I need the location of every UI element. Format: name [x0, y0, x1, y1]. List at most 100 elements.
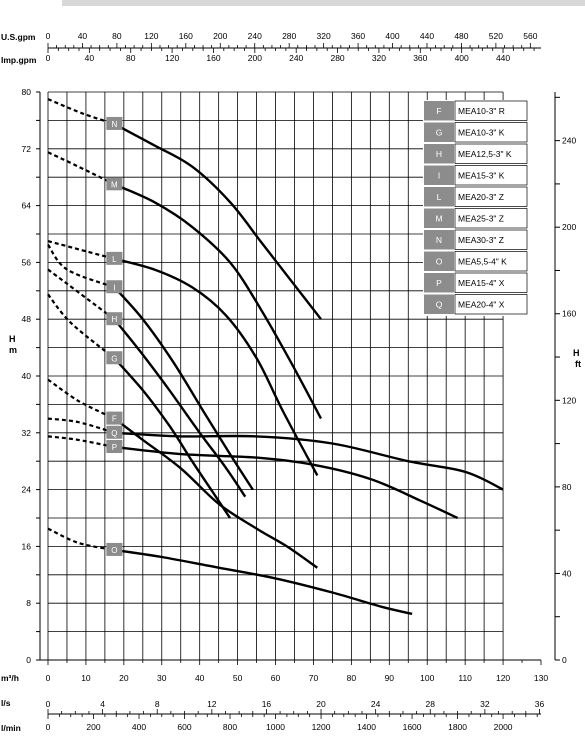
- x-tick-label-impgpm: 240: [289, 53, 303, 63]
- curve-marker-L: [106, 251, 123, 265]
- x-tick-label-usgpm: 520: [489, 31, 503, 41]
- right-tick-label: 160: [562, 309, 576, 319]
- curve-marker-label: M: [111, 180, 118, 189]
- x-tick-label-usgpm: 320: [317, 31, 331, 41]
- legend-code: O: [436, 257, 443, 267]
- legend-code-box: [424, 230, 454, 250]
- x-tick-label-impgpm: 120: [165, 53, 179, 63]
- x-tick-label-m3h: 90: [385, 673, 395, 683]
- x-tick-label-ls: 16: [262, 699, 272, 709]
- x-tick-label-impgpm: 160: [206, 53, 220, 63]
- curve-dashed-L: [47, 240, 115, 260]
- legend-entry: MEA10-3" K: [458, 128, 505, 138]
- x-tick-label-ls: 0: [46, 699, 51, 709]
- legend-code-box: [424, 273, 454, 293]
- x-tick-label-ls: 24: [371, 699, 381, 709]
- curve-marker-label: L: [112, 255, 117, 264]
- curve-marker-Q: [106, 425, 123, 439]
- legend-name-box: [454, 122, 528, 143]
- curve-marker-label: G: [111, 354, 117, 363]
- legend-code-box: [424, 208, 454, 228]
- legend-entry: MEA12,5-3" K: [458, 149, 512, 159]
- y-tick-label: 0: [26, 655, 31, 665]
- curve-dashed-G: [47, 293, 116, 360]
- legend-name-box: [454, 208, 528, 229]
- x-tick-label-impgpm: 320: [372, 53, 386, 63]
- x-tick-label-ls: 8: [155, 699, 160, 709]
- curve-marker-label: N: [111, 120, 117, 129]
- right-tick-label: 200: [562, 222, 576, 232]
- x-tick-label-usgpm: 0: [46, 31, 51, 41]
- legend-name-box: [454, 229, 528, 250]
- curve-marker-label: O: [111, 546, 117, 555]
- curve-H: [113, 318, 247, 498]
- x-tick-label-impgpm: 280: [330, 53, 344, 63]
- y-tick-label: 16: [22, 541, 32, 551]
- x-tick-label-impgpm: 40: [85, 53, 95, 63]
- legend-name-box: [454, 251, 528, 272]
- curve-marker-H: [106, 312, 123, 326]
- curve-marker-O: [106, 542, 123, 556]
- curve-marker-label: I: [113, 283, 115, 292]
- x-tick-label-usgpm: 120: [144, 31, 158, 41]
- curve-marker-F: [106, 411, 123, 425]
- x-axis-label-usgpm: U.S.gpm: [1, 32, 36, 42]
- y-tick-label: 32: [22, 428, 32, 438]
- legend-entry: MEA25-3" Z: [458, 214, 504, 224]
- right-axis-label-unit: ft: [575, 359, 581, 369]
- legend-code: H: [436, 149, 442, 159]
- curve-marker-label: Q: [111, 429, 117, 438]
- x-tick-label-m3h: 10: [81, 673, 91, 683]
- legend-entry: MEA20-3" Z: [458, 192, 504, 202]
- x-tick-label-impgpm: 200: [248, 53, 262, 63]
- legend-code: P: [436, 278, 442, 288]
- legend-code: N: [436, 235, 442, 245]
- legend-code: Q: [436, 300, 443, 310]
- legend-code-box: [424, 144, 454, 164]
- x-tick-label-ls: 4: [100, 699, 105, 709]
- x-tick-label-m3h: 110: [458, 673, 472, 683]
- x-tick-label-m3h: 100: [420, 673, 434, 683]
- x-tick-label-lmin: 2000: [494, 722, 513, 732]
- x-tick-label-usgpm: 40: [78, 31, 88, 41]
- y-tick-label: 64: [22, 201, 32, 211]
- curve-marker-label: P: [112, 443, 117, 452]
- curve-F: [113, 417, 318, 569]
- x-tick-label-lmin: 1600: [403, 722, 422, 732]
- legend-name-box: [454, 100, 528, 121]
- curve-dashed-M: [47, 151, 115, 186]
- x-axis-label-m3h: m³/h: [1, 673, 19, 683]
- curve-marker-label: F: [112, 415, 117, 424]
- x-axis-label-impgpm: Imp.gpm: [1, 55, 37, 65]
- curve-G: [113, 357, 232, 519]
- x-tick-label-lmin: 600: [177, 722, 191, 732]
- x-tick-label-m3h: 60: [271, 673, 281, 683]
- legend-name-box: [454, 186, 528, 207]
- x-tick-label-usgpm: 200: [213, 31, 227, 41]
- right-tick-label: 240: [562, 136, 576, 146]
- legend-code-box: [424, 165, 454, 185]
- curve-dashed-O: [47, 527, 115, 552]
- x-tick-label-m3h: 20: [119, 673, 129, 683]
- x-tick-label-lmin: 800: [223, 722, 237, 732]
- legend-code-box: [424, 122, 454, 142]
- curve-I: [113, 286, 254, 491]
- legend-name-box: [454, 272, 528, 293]
- y-tick-label: 48: [22, 314, 32, 324]
- curve-dashed-I: [47, 244, 115, 289]
- legend-entry: MEA5,5-4" K: [458, 257, 507, 267]
- x-tick-label-m3h: 130: [534, 673, 548, 683]
- curve-marker-P: [106, 440, 123, 453]
- curve-N: [113, 122, 322, 320]
- x-tick-label-usgpm: 480: [454, 31, 468, 41]
- x-tick-label-m3h: 120: [496, 673, 510, 683]
- legend-entry: MEA20-4" X: [458, 300, 505, 310]
- x-axis-label-lmin: l/min: [1, 723, 21, 733]
- legend-code-box: [424, 101, 454, 121]
- x-tick-label-ls: 20: [316, 699, 326, 709]
- y-tick-label: 8: [26, 598, 31, 608]
- x-axis-label-ls: l/s: [1, 698, 11, 708]
- curve-dashed-Q: [47, 417, 115, 434]
- x-tick-label-m3h: 80: [347, 673, 357, 683]
- x-tick-label-usgpm: 80: [112, 31, 122, 41]
